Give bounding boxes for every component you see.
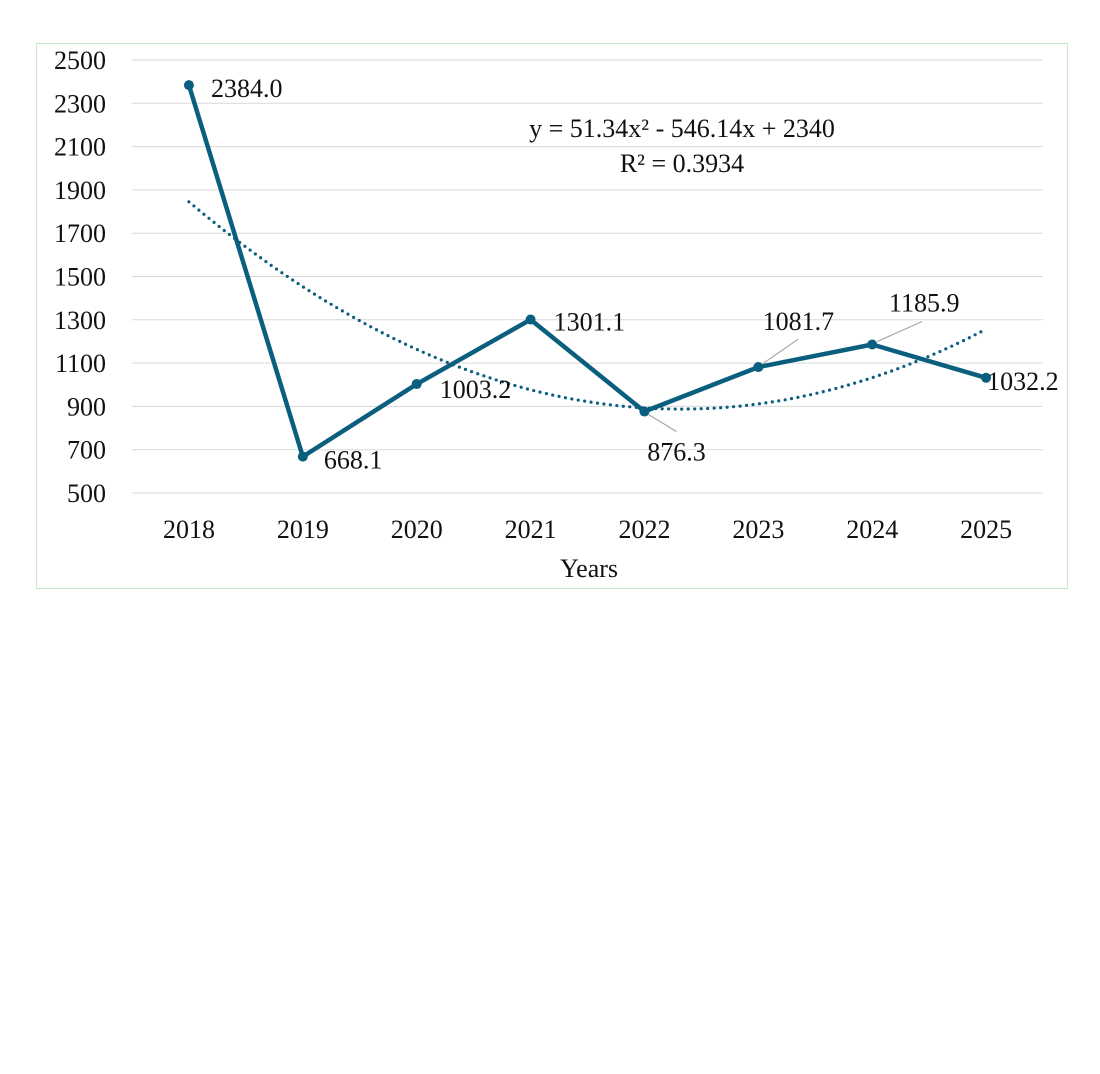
x-tick-label-2018: 2018 <box>163 515 215 544</box>
x-tick-label-2020: 2020 <box>391 515 443 544</box>
data-point-2019 <box>297 451 308 462</box>
y-tick-label-2300: 2300 <box>54 89 106 118</box>
trendline-r-squared: R² = 0.3934 <box>620 149 744 178</box>
x-axis-ticks: 2018 2019 2020 2021 2022 2023 2024 2025 <box>163 515 1012 544</box>
gridlines <box>132 59 1043 494</box>
chart-frame <box>36 43 1068 589</box>
series-group <box>183 80 992 462</box>
y-tick-label-1700: 1700 <box>54 219 106 248</box>
y-tick-label-1900: 1900 <box>54 176 106 205</box>
data-label-2024: 1185.9 <box>889 289 960 318</box>
y-tick-label-2500: 2500 <box>54 46 106 75</box>
y-tick-label-2100: 2100 <box>54 133 106 162</box>
series-line <box>186 82 989 459</box>
y-tick-label-1100: 1100 <box>55 349 106 378</box>
x-axis-title: Years <box>560 554 618 583</box>
data-point-2022 <box>639 406 650 417</box>
x-tick-label-2025: 2025 <box>960 515 1012 544</box>
data-point-2025 <box>981 372 992 383</box>
data-point-2024 <box>867 339 878 350</box>
trendline-group <box>187 200 988 411</box>
leader-line-2023 <box>761 338 799 365</box>
data-label-2020: 1003.2 <box>440 375 512 404</box>
x-tick-label-2024: 2024 <box>846 515 898 544</box>
data-point-2018 <box>183 80 194 91</box>
data-label-2023: 1081.7 <box>763 307 835 336</box>
y-tick-label-900: 900 <box>67 392 106 421</box>
leader-line-2022 <box>648 414 677 433</box>
y-axis-ticks: 500 700 900 1100 1300 1500 1700 1900 2100 2300 250… <box>54 46 106 508</box>
data-label-2025: 1032.2 <box>987 367 1059 396</box>
data-label-2018: 2384.0 <box>211 74 283 103</box>
y-tick-label-1500: 1500 <box>54 263 106 292</box>
data-point-2023 <box>753 362 764 373</box>
x-tick-label-2022: 2022 <box>618 515 670 544</box>
y-tick-label-700: 700 <box>67 436 106 465</box>
data-label-2022: 876.3 <box>647 438 706 467</box>
data-label-2021: 1301.1 <box>554 308 626 337</box>
trendline-equation: y = 51.34x² - 546.14x + 2340 <box>529 114 835 143</box>
data-labels: 2384.0 668.1 1003.2 1301.1 876.3 1081.7 1185.9… <box>211 74 1059 474</box>
x-tick-label-2021: 2021 <box>505 515 557 544</box>
leader-line-2024 <box>876 320 923 343</box>
x-tick-label-2019: 2019 <box>277 515 329 544</box>
data-point-2020 <box>411 379 422 390</box>
y-tick-label-500: 500 <box>67 479 106 508</box>
x-tick-label-2023: 2023 <box>732 515 784 544</box>
y-tick-label-1300: 1300 <box>54 306 106 335</box>
trendline-path <box>187 200 988 411</box>
data-point-2021 <box>525 314 536 325</box>
data-label-2019: 668.1 <box>324 446 383 475</box>
